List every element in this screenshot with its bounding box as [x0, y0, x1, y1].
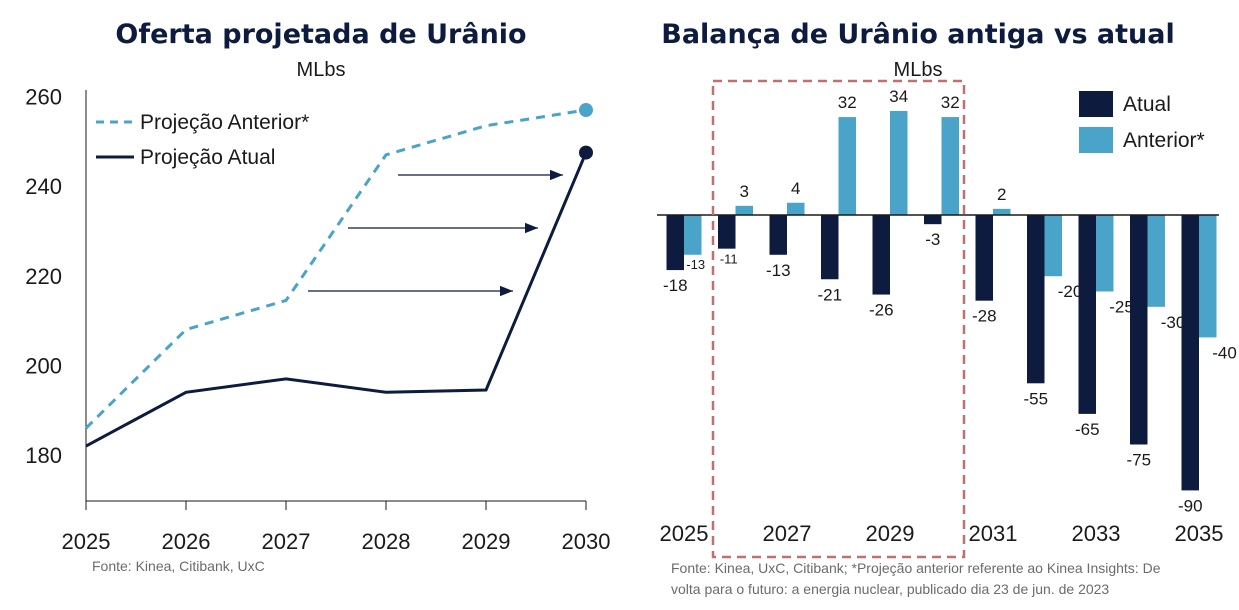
left-x-tick-label: 2029	[462, 529, 511, 554]
bar-atual	[975, 215, 993, 301]
left-y-tick-label: 240	[25, 174, 62, 199]
left-y-tick-label: 180	[25, 443, 62, 468]
legend-swatch-atual-bar	[1079, 91, 1113, 117]
bar-value-label: -28	[972, 307, 997, 326]
left-y-tick-label: 220	[25, 264, 62, 289]
line-end-point	[579, 145, 593, 160]
bar-value-label: -75	[1126, 451, 1151, 470]
bar-value-label: -40	[1212, 343, 1237, 362]
left-x-tick-label: 2028	[362, 529, 411, 554]
left-y-tick-label: 260	[25, 85, 62, 110]
legend-swatch-anterior-bar	[1079, 127, 1113, 153]
left-y-tick-label: 200	[25, 353, 62, 378]
bar-atual	[666, 215, 684, 271]
bar-value-label: 34	[889, 87, 908, 106]
bar-value-label: -65	[1075, 420, 1100, 439]
bar-anterior	[684, 215, 702, 255]
bar-value-label: -26	[869, 301, 894, 320]
bar-atual	[769, 215, 787, 255]
left-x-tick-label: 2025	[62, 529, 111, 554]
bar-value-label: -55	[1023, 389, 1048, 408]
left-chart-unit: MLbs	[297, 59, 346, 81]
left-line-chart: Oferta projetada de Urânio MLbs 180 200 22…	[25, 19, 610, 574]
bar-value-label: -30	[1161, 313, 1186, 332]
bar-value-label: 3	[740, 182, 749, 201]
bar-anterior	[735, 205, 753, 215]
bar-value-label: -3	[925, 230, 940, 249]
legend-label-atual-bar: Atual	[1123, 93, 1171, 116]
bar-value-label: -20	[1058, 282, 1083, 301]
bar-anterior	[838, 117, 856, 215]
bar-value-label: -21	[817, 285, 842, 304]
line-end-point	[579, 103, 593, 118]
bar-value-label: -18	[663, 276, 688, 295]
right-x-tick-label: 2027	[763, 521, 812, 546]
bar-anterior	[787, 202, 805, 215]
left-source-note: Fonte: Kinea, Citibank, UxC	[92, 558, 265, 574]
bar-anterior	[1044, 215, 1062, 277]
bar-atual	[924, 215, 942, 225]
right-x-tick-label: 2025	[660, 521, 709, 546]
bar-atual	[1181, 215, 1199, 491]
right-x-tick-label: 2031	[969, 521, 1018, 546]
bar-value-label: 32	[838, 93, 857, 112]
bar-value-label: 2	[997, 185, 1006, 204]
right-x-tick-label: 2035	[1175, 521, 1224, 546]
bar-value-label: 4	[791, 179, 800, 198]
bar-anterior	[993, 208, 1011, 215]
left-chart-title: Oferta projetada de Urânio	[115, 19, 526, 50]
legend-label-anterior-bar: Anterior*	[1123, 129, 1205, 152]
right-bar-chart: Balança de Urânio antiga vs atual MLbs -…	[657, 19, 1237, 597]
right-x-tick-label: 2029	[866, 521, 915, 546]
right-source-note-line2: volta para o futuro: a energia nuclear, …	[671, 581, 1109, 597]
left-x-tick-label: 2027	[262, 529, 311, 554]
bar-atual	[1078, 215, 1096, 414]
right-x-tick-label: 2033	[1072, 521, 1121, 546]
bar-anterior	[1147, 215, 1165, 307]
bar-atual	[1130, 215, 1148, 445]
bar-anterior	[890, 110, 908, 215]
right-source-note-line1: Fonte: Kinea, UxC, Citibank; *Projeção a…	[671, 560, 1161, 576]
bar-atual	[1027, 215, 1045, 384]
bar-atual	[821, 215, 839, 280]
bar-anterior	[941, 117, 959, 215]
line-series-anterior	[84, 108, 587, 430]
bar-value-label: -11	[720, 252, 738, 267]
bar-value-label: -25	[1109, 298, 1134, 317]
highlight-box	[711, 79, 966, 559]
bar-atual	[872, 215, 890, 295]
bar-anterior	[1096, 215, 1114, 292]
bar-value-label: -13	[686, 257, 705, 272]
left-x-tick-label: 2026	[162, 529, 211, 554]
bar-value-label: -13	[766, 261, 791, 280]
bar-atual	[718, 215, 736, 249]
line-series-atual	[85, 152, 588, 448]
legend-label-atual: Projeção Atual	[140, 146, 275, 169]
bar-value-label: 32	[941, 93, 960, 112]
right-chart-unit: MLbs	[894, 59, 943, 81]
bar-value-label: -90	[1178, 496, 1203, 515]
legend-label-anterior: Projeção Anterior*	[140, 111, 309, 134]
left-x-tick-label: 2030	[562, 529, 611, 554]
bar-anterior	[1199, 215, 1217, 338]
right-chart-title: Balança de Urânio antiga vs atual	[661, 19, 1175, 50]
